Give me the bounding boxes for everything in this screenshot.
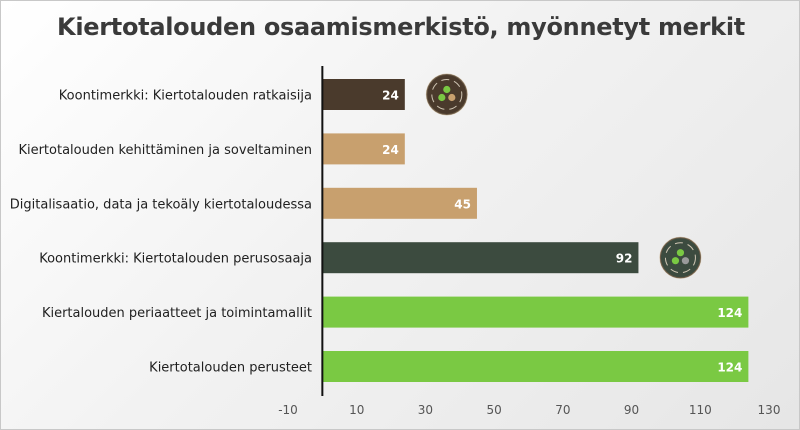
bar-5 [322,296,749,328]
category-label-5: Kiertalouden periaatteet ja toimintamall… [42,306,312,321]
badge-perusosaaja-icon [659,236,702,279]
x-tick-label: 10 [349,403,364,417]
category-label-4: Koontimerkki: Kiertotalouden perusosaaja [39,252,312,267]
bar-6 [322,351,749,382]
x-tick-label: 90 [624,403,639,417]
data-label-5: 124 [717,306,742,320]
x-tick-label: 70 [555,403,570,417]
data-label-2: 24 [382,143,399,157]
data-label-3: 45 [454,197,471,211]
badge-ratkaisija-icon [425,73,468,116]
data-label-4: 92 [616,252,633,266]
x-tick-label: 110 [689,403,712,417]
x-tick-label: 130 [758,403,781,417]
x-tick-label: 30 [418,403,433,417]
bar-1 [322,79,405,110]
category-label-6: Kiertotalouden perusteet [149,361,312,376]
bar-4 [322,242,639,274]
bar-3 [322,187,477,219]
data-label-1: 24 [382,89,399,103]
x-tick-label: -10 [278,403,298,417]
category-label-2: Kiertotalouden kehittäminen ja soveltami… [18,143,312,158]
category-label-1: Koontimerkki: Kiertotalouden ratkaisija [59,89,312,104]
chart-title: Kiertotalouden osaamismerkistö, myönnety… [57,13,745,41]
x-tick-label: 50 [487,403,502,417]
category-label-3: Digitalisaatio, data ja tekoäly kiertota… [10,197,312,212]
data-label-6: 124 [717,361,742,375]
bar-2 [322,133,405,165]
